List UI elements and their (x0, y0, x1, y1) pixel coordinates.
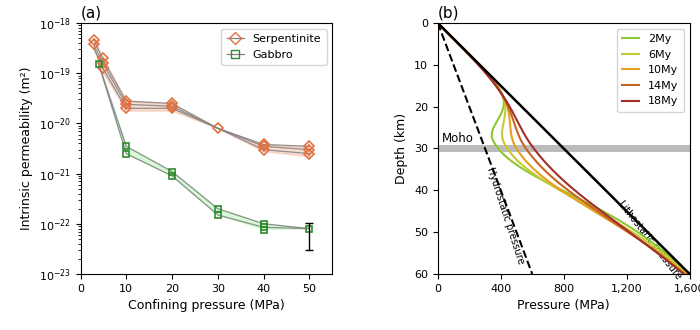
Legend: Serpentinite, Gabbro: Serpentinite, Gabbro (221, 29, 327, 65)
Y-axis label: Intrinsic permeability (m²): Intrinsic permeability (m²) (20, 67, 33, 230)
Text: Hydrostatic pressure: Hydrostatic pressure (485, 166, 526, 265)
Text: (a): (a) (80, 6, 101, 20)
Legend: 2My, 6My, 10My, 14My, 18My: 2My, 6My, 10My, 14My, 18My (617, 29, 684, 112)
X-axis label: Confining pressure (MPa): Confining pressure (MPa) (128, 299, 285, 312)
Text: Moho: Moho (442, 132, 474, 145)
Text: Lithostatic pressure: Lithostatic pressure (617, 199, 684, 281)
X-axis label: Pressure (MPa): Pressure (MPa) (517, 299, 610, 312)
Text: (b): (b) (438, 6, 459, 20)
Y-axis label: Depth (km): Depth (km) (395, 113, 408, 184)
